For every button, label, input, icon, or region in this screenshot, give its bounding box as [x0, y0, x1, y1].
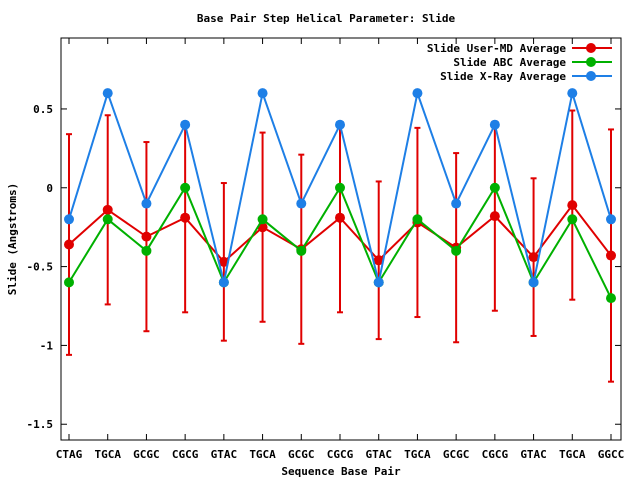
data-point — [528, 252, 539, 263]
x-tick-label: CTAG — [56, 448, 83, 461]
data-point — [335, 182, 345, 193]
x-tick-label: CGCG — [172, 448, 199, 461]
y-tick-label: -1 — [40, 339, 54, 352]
data-point — [180, 212, 191, 223]
data-point — [451, 245, 462, 256]
x-tick-label: GCGC — [133, 448, 160, 461]
data-point — [567, 200, 578, 211]
x-tick-label: TGCA — [404, 448, 431, 461]
x-tick-label: TGCA — [94, 448, 121, 461]
x-tick-label: CGCG — [327, 448, 354, 461]
data-point — [373, 277, 384, 288]
data-point — [257, 88, 268, 99]
chart-title: Base Pair Step Helical Parameter: Slide — [197, 12, 456, 25]
series-2 — [64, 88, 616, 288]
legend-marker — [586, 71, 596, 81]
data-point — [141, 245, 152, 256]
plot-frame — [60, 37, 622, 441]
data-point — [489, 119, 500, 130]
x-tick-label: GCGC — [288, 448, 315, 461]
legend-marker — [586, 43, 596, 53]
data-point — [412, 88, 423, 99]
data-point — [102, 204, 113, 215]
data-point — [451, 198, 462, 209]
y-tick-label: 0.5 — [33, 103, 53, 116]
data-point — [218, 277, 229, 288]
data-point — [567, 88, 578, 99]
data-point — [141, 198, 152, 209]
y-tick-label: 0 — [46, 182, 53, 195]
data-point — [64, 214, 74, 225]
series-layer — [64, 88, 616, 383]
legend-label: Slide ABC Average — [453, 56, 566, 69]
data-point — [528, 277, 539, 288]
data-point — [218, 256, 229, 267]
data-point — [64, 277, 74, 288]
legend-label: Slide X-Ray Average — [440, 70, 566, 83]
x-tick-label: TGCA — [249, 448, 276, 461]
data-point — [180, 182, 191, 193]
data-point — [141, 231, 152, 242]
x-tick-label: GCGC — [443, 448, 470, 461]
y-tick-label: -1.5 — [27, 418, 54, 431]
axis-ticks: -1.5 -1 -0.5 0 0.5 CTAG TGCA GCGC CGCG GTAC TGCA GC… — [27, 38, 625, 461]
data-point — [296, 198, 307, 209]
x-tick-label: GTAC — [520, 448, 547, 461]
data-point — [335, 212, 345, 223]
data-point — [412, 214, 423, 225]
x-axis-label: Sequence Base Pair — [281, 465, 401, 478]
data-point — [296, 245, 307, 256]
data-point — [257, 214, 268, 225]
data-point — [606, 293, 616, 304]
data-point — [606, 214, 616, 225]
data-point — [606, 250, 616, 261]
x-tick-label: GGCC — [598, 448, 625, 461]
data-point — [180, 119, 191, 130]
x-tick-label: TGCA — [559, 448, 586, 461]
data-point — [373, 255, 384, 266]
y-axis-label: Slide (Angstroms) — [6, 183, 19, 296]
data-point — [64, 239, 74, 250]
data-point — [102, 88, 113, 99]
legend-label: Slide User-MD Average — [427, 42, 566, 55]
legend-marker — [586, 57, 596, 67]
y-tick-label: -0.5 — [27, 261, 54, 274]
data-point — [489, 182, 500, 193]
data-point — [335, 119, 345, 130]
data-point — [489, 211, 500, 222]
data-point — [102, 214, 113, 225]
data-point — [567, 214, 578, 225]
x-tick-label: CGCG — [482, 448, 509, 461]
x-tick-label: GTAC — [365, 448, 392, 461]
series-1 — [64, 182, 616, 304]
x-tick-label: GTAC — [211, 448, 238, 461]
